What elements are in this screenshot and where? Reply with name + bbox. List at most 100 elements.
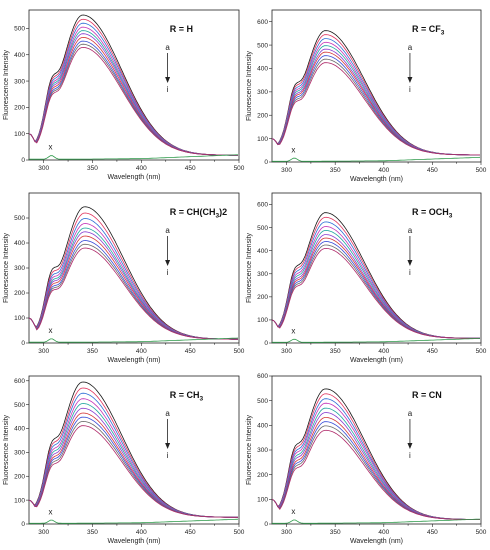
x-tick-label: 450 — [427, 348, 438, 355]
arrow-head-icon — [407, 77, 413, 83]
x-tick-label: 500 — [476, 348, 487, 355]
substituent-label: R = H — [170, 24, 193, 34]
series-group — [29, 381, 239, 524]
series-line — [29, 46, 238, 156]
x-tick-label: 350 — [87, 165, 98, 172]
x-tick-label: 350 — [330, 348, 341, 355]
chart-panel: 300 350 400 450 500 0 100 200 300 400 500 600 Wavele… — [246, 9, 487, 183]
plot-frame — [28, 9, 240, 161]
y-tick-label: 200 — [14, 290, 25, 297]
y-tick-label: 400 — [257, 423, 268, 430]
series-line — [29, 425, 238, 518]
series-line — [29, 412, 238, 518]
blank-label: x — [291, 327, 295, 336]
x-tick-label: 450 — [427, 529, 438, 536]
substituent-label: R = CH3 — [170, 390, 204, 403]
blank-series-line — [29, 518, 239, 524]
series-line — [272, 425, 480, 520]
y-tick-label: 100 — [14, 497, 25, 504]
chart-panel: 300 350 400 450 500 0 100 200 300 400 500 600 Wavele… — [246, 192, 487, 364]
arrow-end-label: i — [167, 268, 169, 277]
arrow-end-label: i — [167, 451, 169, 460]
series-line — [29, 247, 238, 340]
y-tick-label: 300 — [14, 450, 25, 457]
substituent-main: R = CN — [412, 390, 442, 400]
arrow-head-icon — [165, 77, 171, 83]
substituent-label: R = OCH3 — [412, 207, 453, 220]
x-axis-title: Wavelength (nm) — [107, 538, 160, 545]
y-axis-title: Fluorescence Intensity — [3, 232, 10, 303]
y-tick-label: 200 — [14, 473, 25, 480]
y-axis-title: Fluorescence Intensity — [3, 49, 10, 120]
y-tick-label: 0 — [21, 157, 25, 164]
y-tick-label: 400 — [257, 248, 268, 255]
y-tick-label: 100 — [257, 497, 268, 504]
y-tick-label: 500 — [257, 225, 268, 232]
arrow-head-icon — [165, 443, 171, 449]
x-tick-label: 450 — [185, 348, 196, 355]
x-tick-label: 450 — [185, 165, 196, 172]
substituent-subscript: 3 — [449, 213, 453, 220]
x-tick-label: 300 — [38, 348, 49, 355]
y-tick-label: 500 — [257, 398, 268, 405]
substituent-main: R = CH(CH — [170, 207, 216, 217]
series-line — [272, 429, 480, 520]
y-tick-label: 200 — [14, 105, 25, 112]
y-tick-label: 600 — [257, 373, 268, 380]
x-tick-label: 450 — [427, 167, 438, 174]
substituent-label: R = CH(CH3)2 — [170, 207, 227, 220]
y-tick-label: 200 — [257, 294, 268, 301]
x-axis-title: Wavelength (nm) — [350, 357, 403, 364]
y-tick-label: 500 — [257, 42, 268, 49]
arrow-start-label: a — [408, 226, 413, 235]
x-tick-label: 500 — [476, 167, 487, 174]
x-tick-label: 350 — [87, 348, 98, 355]
series-line — [272, 62, 481, 156]
x-tick-label: 450 — [185, 529, 196, 536]
substituent-tail: )2 — [219, 207, 227, 217]
y-axis-title: Fluorescence Intensity — [246, 50, 253, 121]
substituent-subscript: 3 — [199, 396, 203, 403]
series-line — [272, 417, 480, 520]
x-axis-title: Wavelength (nm) — [107, 357, 160, 364]
x-tick-label: 400 — [378, 348, 389, 355]
arrow-head-icon — [165, 260, 171, 266]
substituent-main: R = H — [170, 24, 193, 34]
x-tick-label: 350 — [330, 167, 341, 174]
series-line — [272, 393, 480, 520]
plot-frame — [271, 192, 482, 344]
x-tick-label: 400 — [378, 167, 389, 174]
arrow-start-label: a — [408, 43, 413, 52]
plot-frame — [28, 375, 240, 525]
x-tick-label: 300 — [38, 529, 49, 536]
y-axis-title: Fluorescence Intensity — [3, 414, 10, 485]
y-tick-label: 0 — [264, 340, 268, 347]
x-axis-title: Wavelength (nm) — [350, 538, 403, 545]
blank-series-line — [272, 518, 481, 524]
series-line — [272, 421, 480, 520]
blank-label: x — [291, 145, 295, 154]
y-tick-label: 100 — [257, 317, 268, 324]
series-group — [272, 388, 481, 524]
blank-label: x — [48, 507, 52, 516]
series-group — [29, 206, 239, 343]
substituent-subscript: 3 — [441, 30, 445, 37]
arrow-start-label: a — [408, 409, 413, 418]
x-tick-label: 500 — [234, 529, 245, 536]
arrow-start-label: a — [165, 226, 170, 235]
y-tick-label: 200 — [257, 472, 268, 479]
y-tick-label: 300 — [257, 271, 268, 278]
series-line — [29, 22, 238, 156]
chart-panel: 300 350 400 450 500 0 100 200 300 400 500 600 Wavele… — [3, 375, 245, 545]
y-tick-label: 500 — [14, 215, 25, 222]
x-axis-title: Wavelength (nm) — [350, 176, 403, 183]
blank-series-line — [272, 156, 481, 162]
x-tick-label: 400 — [136, 348, 147, 355]
series-line — [272, 388, 480, 520]
series-line — [29, 30, 238, 156]
arrow-start-label: a — [165, 43, 170, 52]
chart-panel: 300 350 400 450 500 0 100 200 300 400 500 600 Wavele… — [246, 373, 487, 545]
substituent-label: R = CN — [412, 390, 442, 400]
y-tick-label: 0 — [264, 521, 268, 528]
